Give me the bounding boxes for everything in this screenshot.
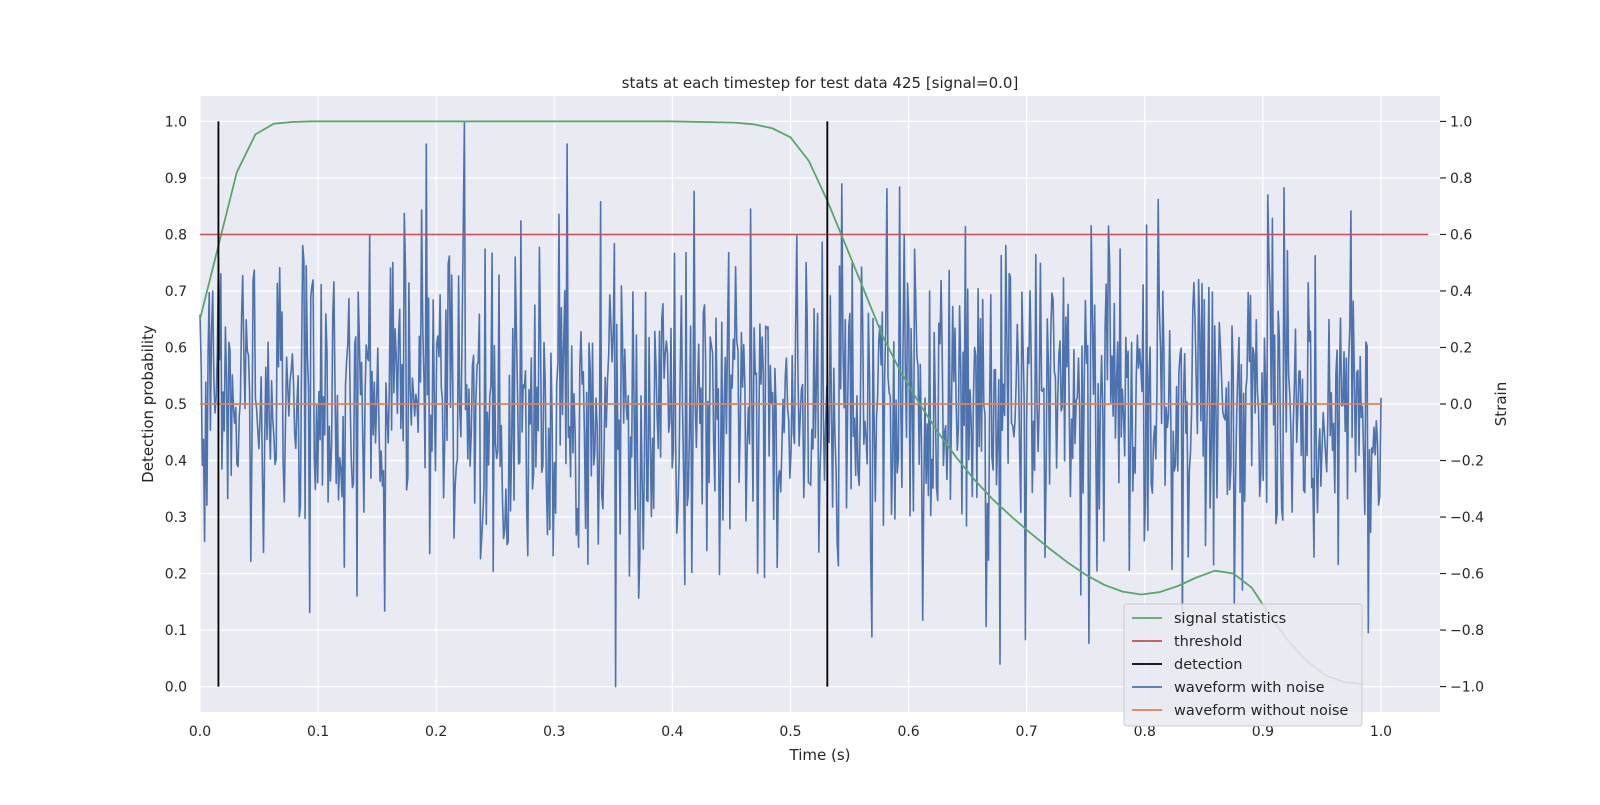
- right-tick-labels: −1.0 −0.8 −0.6 −0.4 −0.2 0.0 0.2 0.4 0.6 0.8 1.0: [1440, 114, 1484, 696]
- y-tick-label-left: 0.4: [165, 454, 187, 470]
- y-tick-label-left: 0.5: [165, 397, 187, 413]
- x-tick-label: 0.8: [1134, 724, 1156, 740]
- y-tick-label-left: 0.9: [165, 171, 187, 187]
- x-tick-label: 1.0: [1370, 724, 1392, 740]
- y-tick-label-left: 0.1: [165, 623, 187, 639]
- y-tick-label-right: 0.6: [1450, 227, 1472, 243]
- y-tick-label-right: 1.0: [1450, 114, 1472, 130]
- x-tick-label: 0.7: [1016, 724, 1038, 740]
- chart-title: stats at each timestep for test data 425…: [622, 74, 1019, 92]
- y-tick-label-left: 0.2: [165, 567, 187, 583]
- y-tick-label-left: 0.3: [165, 510, 187, 526]
- x-tick-label: 0.3: [543, 724, 565, 740]
- y-tick-label-right: −1.0: [1450, 680, 1484, 696]
- series-layer: [199, 120, 1429, 688]
- y-tick-label-right: −0.2: [1450, 454, 1484, 470]
- y-tick-label-left: 0.8: [165, 227, 187, 243]
- y-axis-label-left: Detection probability: [139, 325, 157, 483]
- y-axis-label-right: Strain: [1492, 382, 1510, 426]
- y-tick-label-right: −0.4: [1450, 510, 1484, 526]
- y-tick-label-right: 0.2: [1450, 340, 1472, 356]
- x-tick-label: 0.2: [425, 724, 447, 740]
- y-tick-label-left: 0.7: [165, 284, 187, 300]
- y-tick-label-right: 0.8: [1450, 171, 1472, 187]
- waveform-with-noise-line: [199, 120, 1382, 688]
- legend-label: signal statistics: [1174, 611, 1286, 627]
- y-tick-label-right: −0.6: [1450, 567, 1484, 583]
- x-tick-label: 0.6: [897, 724, 919, 740]
- y-tick-label-left: 0.0: [165, 680, 187, 696]
- y-tick-label-left: 1.0: [165, 114, 187, 130]
- legend-label: waveform without noise: [1174, 703, 1348, 719]
- legend-label: threshold: [1174, 634, 1242, 650]
- left-tick-labels: 0.0 0.1 0.2 0.3 0.4 0.5 0.6 0.7 0.8 0.9 1.0: [165, 114, 187, 695]
- y-tick-label-right: 0.0: [1450, 397, 1472, 413]
- x-tick-label: 0.9: [1252, 724, 1274, 740]
- legend-box: [1123, 603, 1363, 727]
- x-tick-label: 0.1: [307, 724, 329, 740]
- x-tick-label: 0.4: [661, 724, 683, 740]
- y-tick-label-right: −0.8: [1450, 623, 1484, 639]
- x-axis-label: Time (s): [789, 746, 851, 764]
- y-tick-label-right: 0.4: [1450, 284, 1472, 300]
- legend: signal statistics threshold detection wavef…: [1123, 603, 1363, 727]
- y-tick-label-left: 0.6: [165, 340, 187, 356]
- x-tick-labels: 0.0 0.1 0.2 0.3 0.4 0.5 0.6 0.7 0.8 0.9 1.0: [189, 724, 1392, 740]
- x-tick-label: 0.0: [189, 724, 211, 740]
- legend-label: waveform with noise: [1174, 680, 1325, 696]
- legend-label: detection: [1174, 657, 1242, 673]
- signal-statistics-line: [199, 120, 1363, 686]
- x-tick-label: 0.5: [779, 724, 801, 740]
